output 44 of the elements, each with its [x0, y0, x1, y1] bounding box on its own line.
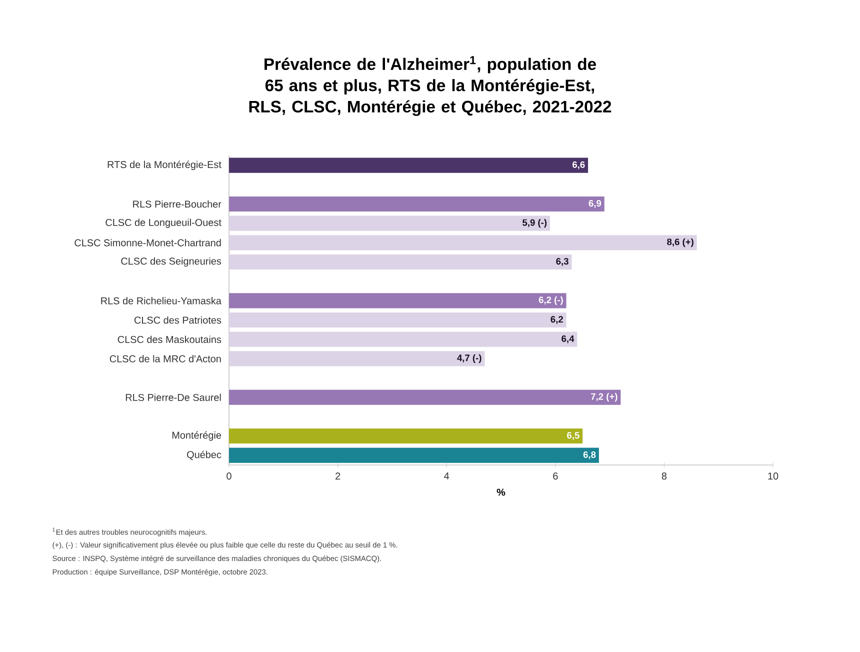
y-tick-label: Québec: [187, 450, 222, 460]
data-label: 6,5: [567, 432, 580, 440]
y-tick-label: Montérégie: [172, 431, 222, 441]
x-tick-label: 10: [768, 472, 778, 480]
bar: [229, 312, 566, 328]
data-label: 6,2: [550, 316, 563, 324]
data-label: 6,6: [572, 161, 585, 170]
bar: [229, 196, 604, 212]
x-tick-label: 0: [226, 472, 232, 480]
bar: [229, 332, 578, 347]
y-tick-label: RLS Pierre-Boucher: [133, 200, 222, 208]
bar: [229, 254, 572, 270]
bar: [229, 235, 697, 250]
data-label: 6,4: [562, 335, 574, 344]
data-label: 6,9: [588, 200, 602, 208]
bar: [229, 448, 599, 463]
data-label: 8,6 (+): [667, 238, 694, 248]
x-axis-title: %: [496, 488, 506, 496]
y-tick-label: CLSC des Maskoutains: [118, 336, 222, 343]
bar: [229, 293, 566, 308]
data-label: 4,7 (-): [457, 354, 482, 364]
data-label: 6,8: [583, 451, 596, 460]
x-tick-label: 2: [336, 472, 340, 480]
y-tick-label: RTS de la Montérégie-Est: [108, 160, 222, 170]
y-tick-label: CLSC Simonne-Monet-Chartrand: [74, 239, 221, 246]
bar: [229, 158, 588, 173]
bar: [229, 216, 550, 231]
y-tick-label: CLSC de la MRC d'Acton: [110, 355, 221, 362]
y-tick-label: CLSC de Longueuil-Ouest: [106, 218, 222, 228]
data-label: 5,9 (-): [522, 219, 547, 228]
chart-title: Prévalence de l'Alzheimer$^{1}$, population de 65 ans et plus, RTS de la Montérégie-Est, RLS, CLSC, Montérégie et Québec, 2021-2022: [249, 56, 612, 116]
bar: [229, 351, 485, 366]
y-tick-label: RLS Pierre-De Saurel: [126, 394, 221, 401]
data-label: 6,3: [556, 258, 568, 266]
x-tick-label: 4: [444, 472, 450, 480]
x-tick-label: 8: [662, 472, 667, 480]
y-tick-label: RLS de Richelieu-Yamaska: [101, 297, 222, 304]
data-label: 6,2 (-): [538, 296, 563, 306]
y-tick-label: CLSC des Patriotes: [134, 316, 222, 324]
bar: [229, 428, 583, 444]
data-label: 7,2 (+): [591, 393, 618, 402]
x-tick-label: 6: [553, 472, 558, 480]
y-tick-label: CLSC des Seigneuries: [121, 257, 222, 267]
bar: [229, 390, 621, 405]
